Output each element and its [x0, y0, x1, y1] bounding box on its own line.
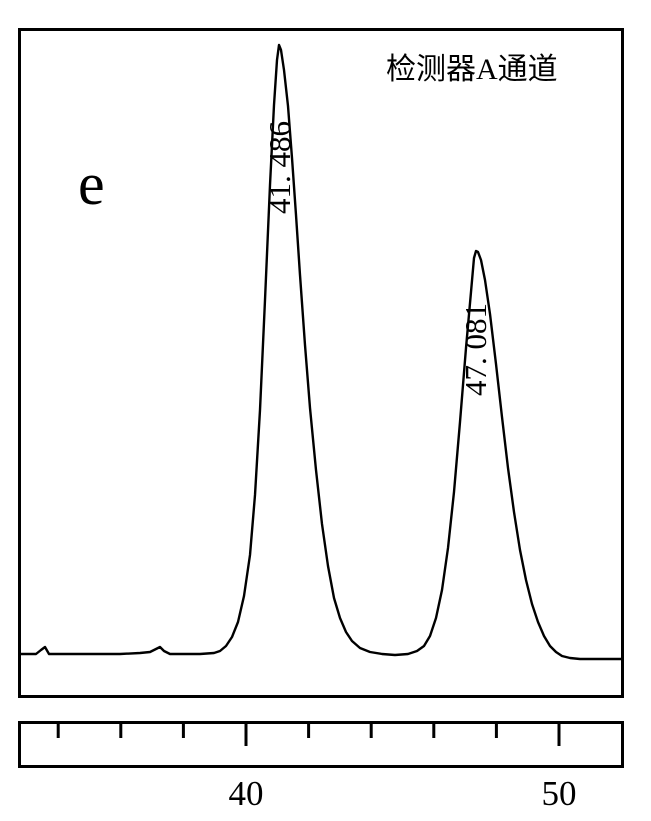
x-tick-label-50: 50 [542, 774, 577, 814]
x-axis-ticks [0, 0, 651, 821]
x-tick-label-40: 40 [229, 774, 264, 814]
